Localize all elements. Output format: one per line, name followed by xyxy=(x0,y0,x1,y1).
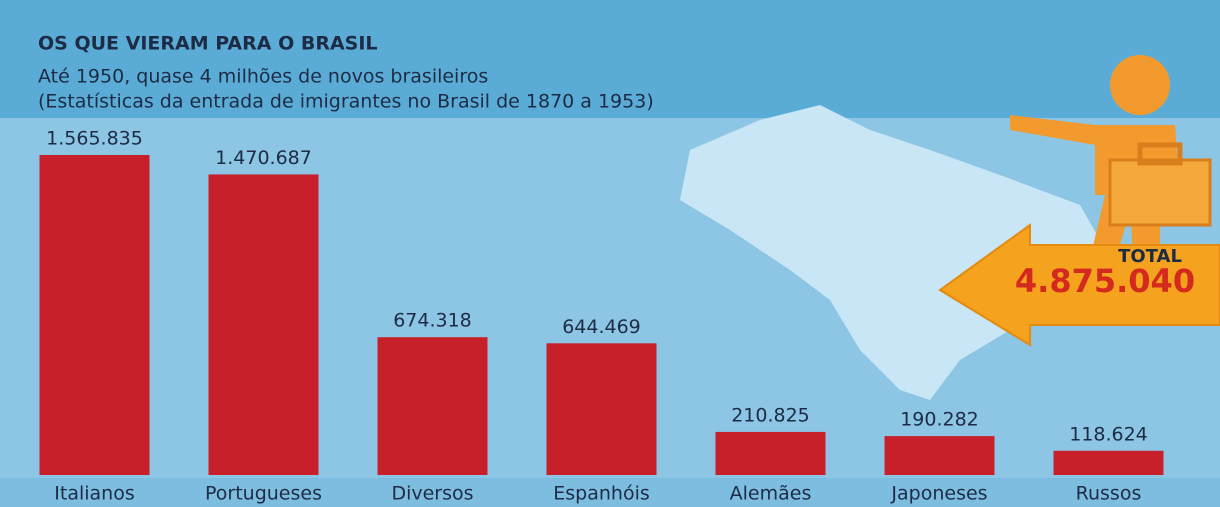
value-label: 1.565.835 xyxy=(46,128,143,150)
value-label: 210.825 xyxy=(731,404,810,426)
x-tick-label: Russos xyxy=(1076,483,1142,505)
x-tick-label: Alemães xyxy=(730,483,812,505)
footer-band xyxy=(0,478,1220,507)
total-value: 4.875.040 xyxy=(1015,262,1195,300)
bar xyxy=(377,337,488,475)
brazil-map xyxy=(680,105,1100,400)
header-band xyxy=(0,0,1220,118)
value-label: 190.282 xyxy=(900,409,979,431)
bar xyxy=(208,174,319,475)
bar xyxy=(39,155,150,475)
value-label: 118.624 xyxy=(1069,423,1148,445)
bar xyxy=(546,343,657,475)
total-arrow xyxy=(938,223,1220,347)
value-label: 644.469 xyxy=(562,316,641,338)
subtitle: (Estatísticas da entrada de imigrantes n… xyxy=(38,91,654,113)
person-icon xyxy=(1010,55,1212,280)
bar xyxy=(884,436,995,475)
subtitle: Até 1950, quase 4 milhões de novos brasi… xyxy=(38,66,488,88)
x-tick-label: Portugueses xyxy=(205,483,322,505)
x-tick-label: Espanhóis xyxy=(553,483,650,505)
bar xyxy=(715,431,826,475)
chart-title: OS QUE VIERAM PARA O BRASIL xyxy=(38,33,378,55)
x-tick-label: Diversos xyxy=(391,483,473,505)
x-tick-label: Italianos xyxy=(54,483,134,505)
bar xyxy=(1053,450,1164,475)
total-label: TOTAL xyxy=(1118,246,1182,267)
value-label: 1.470.687 xyxy=(215,147,312,169)
x-tick-label: Japoneses xyxy=(890,483,987,505)
value-label: 674.318 xyxy=(393,310,472,332)
